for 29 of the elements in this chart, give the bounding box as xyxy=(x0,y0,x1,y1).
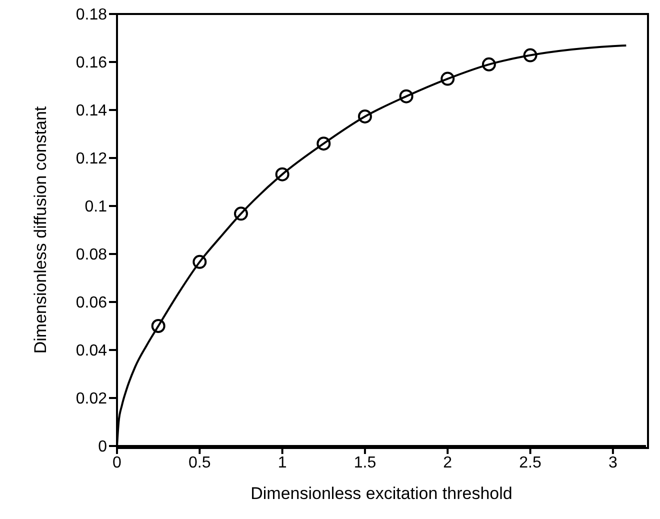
y-axis-title: Dimensionless diffusion constant xyxy=(31,106,50,354)
y-tick-label: 0 xyxy=(98,438,108,456)
y-tick-label: 0.04 xyxy=(76,342,108,360)
x-tick-label: 3 xyxy=(608,454,618,472)
x-tick-label: 0.5 xyxy=(188,454,211,472)
y-tick-label: 0.06 xyxy=(76,294,108,312)
y-tick-label: 0.14 xyxy=(76,102,108,120)
y-tick-label: 0.12 xyxy=(76,150,108,168)
x-axis-title: Dimensionless excitation threshold xyxy=(250,484,512,503)
x-tick-label: 1.5 xyxy=(354,454,376,472)
point xyxy=(440,72,455,86)
y-tick-label: 0.08 xyxy=(76,246,108,264)
x-tick-label: 2 xyxy=(443,454,452,472)
x-tick-label: 1 xyxy=(278,454,287,472)
point xyxy=(523,48,538,62)
x-tick-label: 0 xyxy=(112,454,122,472)
y-tick-label: 0.02 xyxy=(76,390,108,408)
point xyxy=(234,206,248,221)
y-tick-label: 0.16 xyxy=(76,54,108,72)
point xyxy=(275,167,290,182)
point xyxy=(316,136,331,151)
point xyxy=(399,89,414,104)
point xyxy=(482,57,496,72)
x-tick-label: 2.5 xyxy=(519,454,542,472)
point xyxy=(151,319,166,333)
y-tick-label: 0.1 xyxy=(84,198,108,216)
point xyxy=(192,254,207,269)
y-tick-label: 0.18 xyxy=(76,6,108,24)
point xyxy=(358,109,372,124)
